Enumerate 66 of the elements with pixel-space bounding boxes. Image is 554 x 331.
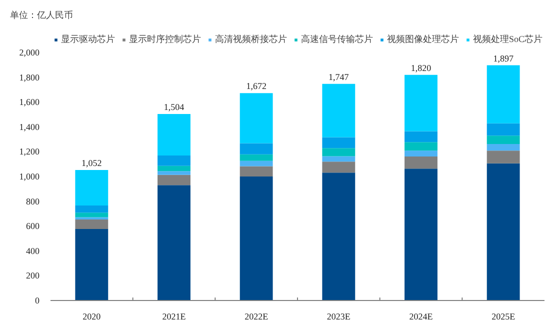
total-label: 1,747 — [328, 72, 350, 82]
bar — [404, 168, 438, 300]
y-tick-label: 600 — [26, 221, 40, 232]
bar — [75, 217, 108, 220]
y-tick-label: 1,400 — [19, 122, 40, 132]
y-tick-label: 200 — [26, 270, 40, 281]
legend-label: 高清视频桥接芯片 — [215, 33, 287, 46]
bar — [75, 170, 108, 206]
bar — [75, 212, 108, 218]
bar — [404, 142, 438, 151]
bar — [240, 93, 273, 144]
bar — [322, 162, 356, 173]
bar — [322, 137, 356, 148]
total-label: 1,820 — [410, 62, 432, 73]
bar — [240, 176, 273, 300]
legend-label: 视频图像处理芯片 — [387, 33, 459, 46]
bar — [158, 174, 190, 186]
bar — [158, 166, 190, 172]
bar — [486, 150, 520, 164]
bar — [486, 144, 520, 151]
bar — [240, 160, 273, 166]
x-tick-label: 2023E — [326, 312, 351, 322]
bar — [75, 206, 108, 213]
y-tick-label: 1,200 — [19, 146, 40, 157]
x-tick-label: 2024E — [409, 312, 434, 322]
bar — [486, 136, 520, 144]
bar — [158, 171, 190, 175]
bar — [240, 154, 273, 161]
bar — [404, 156, 438, 169]
y-tick-label: 1,600 — [19, 97, 40, 108]
legend-label: 高速信号传输芯片 — [301, 33, 373, 46]
bar — [486, 163, 520, 300]
bar — [158, 185, 190, 300]
legend-label: 视频处理SoC芯片 — [473, 33, 543, 46]
bar — [322, 172, 356, 300]
x-tick-label: 2020 — [82, 312, 102, 322]
bar — [75, 228, 108, 300]
y-tick-label: 0 — [35, 296, 40, 306]
bar — [404, 131, 438, 142]
bar — [404, 150, 438, 157]
y-tick-label: 2,000 — [19, 48, 40, 58]
bar — [158, 114, 190, 156]
total-label: 1,672 — [246, 81, 266, 92]
y-tick-label: 400 — [26, 246, 40, 256]
y-tick-label: 1,000 — [19, 172, 40, 182]
bar — [240, 143, 273, 154]
y-tick-label: 1,800 — [19, 72, 40, 82]
legend-label: 显示驱动芯片 — [61, 33, 115, 46]
bar — [486, 123, 520, 136]
bar — [75, 220, 108, 229]
total-label: 1,504 — [164, 102, 185, 112]
bar — [322, 148, 356, 156]
bar — [322, 84, 356, 138]
y-tick-label: 800 — [26, 196, 40, 206]
bar — [486, 65, 520, 124]
legend-label: 显示时序控制芯片 — [129, 33, 201, 46]
bar — [322, 156, 356, 162]
total-label: 1,897 — [493, 53, 514, 64]
x-tick-label: 2021E — [162, 312, 186, 322]
bar — [240, 166, 273, 176]
bar — [404, 74, 438, 132]
x-tick-label: 2022E — [244, 312, 269, 322]
x-tick-label: 2025E — [492, 312, 516, 322]
bar — [158, 156, 190, 166]
text: 单位：亿人民币 — [10, 9, 73, 22]
total-label: 1,052 — [82, 158, 102, 168]
